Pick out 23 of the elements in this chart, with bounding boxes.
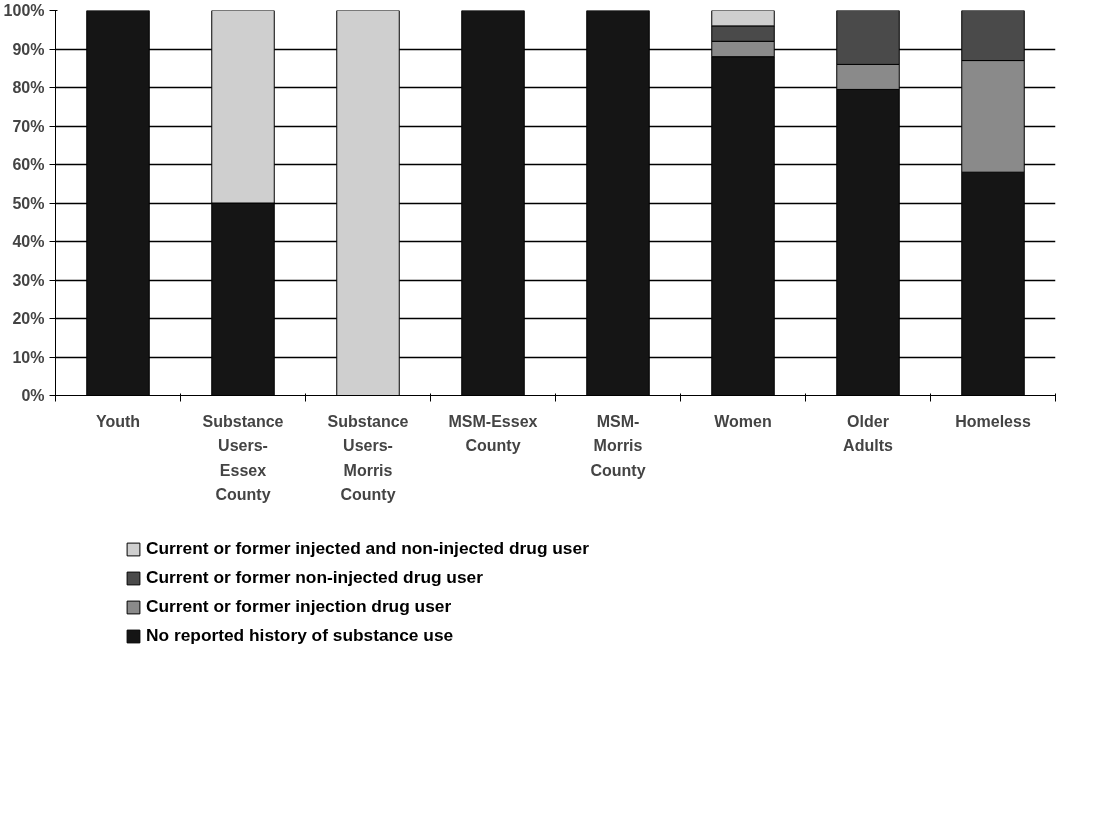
legend-label: No reported history of substance use — [146, 625, 454, 646]
y-tick-label: 40% — [12, 233, 45, 250]
y-tick-label: 10% — [12, 348, 45, 366]
x-tick-label: Substance Users-Essex County — [202, 412, 284, 504]
legend-label: Current or former non-injected drug user — [146, 567, 483, 588]
x-tick-label: Youth — [95, 412, 141, 430]
y-tick-label: 30% — [12, 271, 45, 289]
y-tick-label: 0% — [21, 387, 45, 404]
x-tick-label: Homeless — [955, 412, 1031, 430]
y-tick-label: 60% — [12, 156, 45, 173]
y-tick-label: 50% — [12, 194, 45, 212]
legend-label: Current or former injected and non-injected drug user — [146, 538, 589, 559]
legend-label: Current or former injection drug user — [146, 596, 452, 617]
y-tick-label: 100% — [3, 2, 45, 19]
y-tick-label: 80% — [12, 79, 45, 96]
y-tick-label: 20% — [12, 310, 45, 327]
y-tick-label: 90% — [12, 40, 45, 58]
x-tick-label: MSM-Morris County — [590, 412, 646, 479]
x-tick-label: MSM-Essex County — [448, 412, 538, 455]
x-tick-label: Substance Users-Morris County — [327, 412, 409, 504]
y-tick-label: 70% — [12, 117, 45, 135]
x-tick-label: Women — [714, 412, 772, 430]
x-tick-label: Older Adults — [843, 412, 893, 455]
